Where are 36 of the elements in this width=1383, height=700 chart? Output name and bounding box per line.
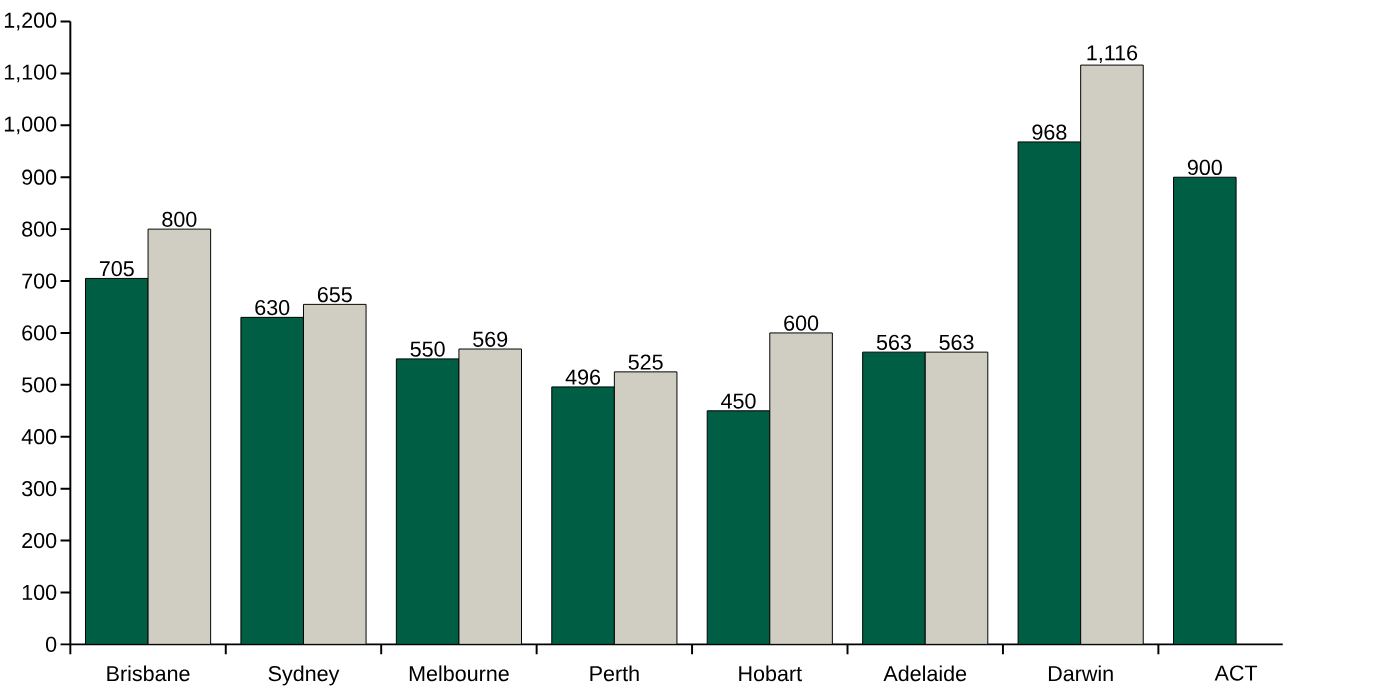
data-label: 900 (1187, 159, 1222, 176)
data-label: 563 (876, 334, 911, 350)
data-label: 496 (565, 369, 601, 385)
x-tick-label: Adelaide (883, 665, 967, 682)
x-tick-label: ACT (1214, 665, 1258, 681)
y-tick-label: 600 (22, 325, 57, 341)
x-tick-label: Hobart (739, 665, 802, 682)
y-tick-label: 500 (22, 377, 57, 393)
data-label: 705 (99, 261, 134, 277)
y-tick-label: 800 (22, 221, 57, 237)
data-label: 563 (939, 334, 974, 350)
x-tick-label: Brisbane (107, 665, 190, 682)
data-label: 630 (255, 299, 290, 316)
data-label: 1,116 (1087, 45, 1138, 63)
data-label: 550 (410, 341, 445, 357)
x-tick-label: Perth (590, 665, 639, 682)
data-label: 569 (473, 331, 508, 347)
x-tick-label: Melbourne (409, 665, 509, 682)
y-tick-label: 0 (45, 636, 57, 652)
y-tick-label: 1,000 (4, 116, 57, 135)
y-tick-label: 400 (21, 429, 57, 445)
x-tick-label: Darwin (1048, 665, 1113, 682)
y-tick-label: 300 (22, 480, 57, 497)
y-tick-label: 100 (22, 584, 57, 601)
data-label: 655 (317, 286, 352, 303)
y-tick-label: 200 (22, 532, 57, 549)
data-label: 600 (784, 315, 819, 331)
data-label: 968 (1032, 124, 1067, 140)
data-label: 525 (628, 354, 663, 370)
y-tick-label: 900 (22, 169, 57, 185)
y-tick-label: 1,100 (4, 64, 57, 83)
y-tick-label: 700 (22, 273, 57, 289)
y-tick-label: 1,200 (4, 12, 57, 31)
x-tick-label: Sydney (268, 665, 340, 686)
data-label: 800 (162, 211, 197, 227)
data-label: 450 (721, 393, 756, 409)
